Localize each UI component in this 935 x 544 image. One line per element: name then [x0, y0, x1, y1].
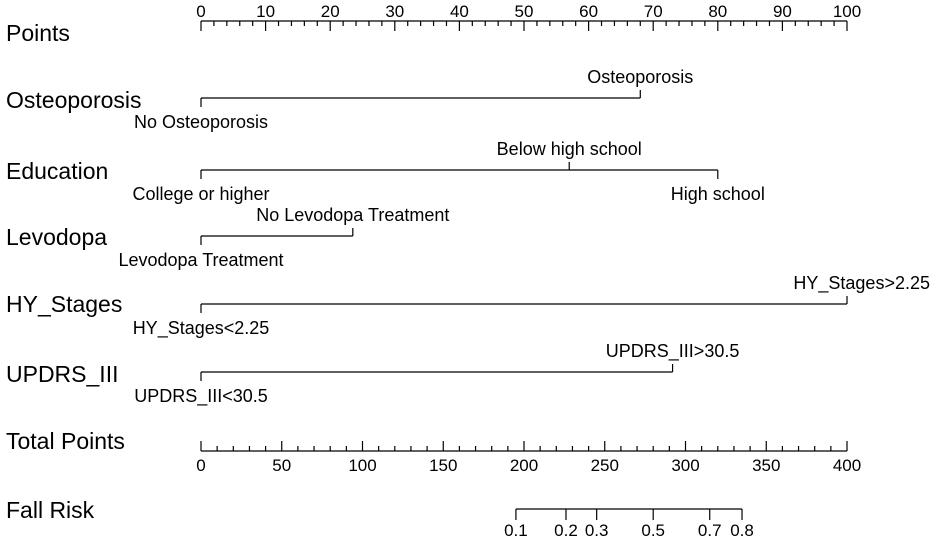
points-axis: Points 0 10 20 30 40 50 60 70 80 90 100: [6, 2, 861, 46]
predictor-row-updrs-iii: UPDRS_III UPDRS_III<30.5 UPDRS_III>30.5: [6, 341, 739, 407]
level-label-below-high-school: Below high school: [497, 139, 642, 159]
total-points-tick-label: 200: [510, 456, 538, 475]
fall-risk-axis-marks: 0.1 0.2 0.3 0.5 0.7 0.8: [504, 508, 754, 540]
fall-risk-tick-label: 0.3: [585, 521, 609, 540]
points-tick-label: 0: [196, 2, 205, 21]
level-label-no-osteoporosis: No Osteoporosis: [134, 112, 268, 132]
points-tick-label: 80: [708, 2, 727, 21]
points-tick-label: 100: [833, 2, 861, 21]
levodopa-label: Levodopa: [6, 224, 107, 250]
predictor-row-education: Education College or higher Below high sc…: [6, 139, 765, 204]
total-points-tick-label: 150: [429, 456, 457, 475]
osteoporosis-scale: No Osteoporosis Osteoporosis: [134, 67, 693, 132]
hy-stages-scale: HY_Stages<2.25 HY_Stages>2.25: [133, 273, 930, 339]
points-tick-label: 40: [450, 2, 469, 21]
level-label-no-levodopa-treatment: No Levodopa Treatment: [256, 205, 449, 225]
fall-risk-tick-label: 0.5: [641, 521, 665, 540]
total-points-axis-label: Total Points: [6, 428, 125, 454]
total-points-tick-label: 400: [833, 456, 861, 475]
points-tick-label: 50: [515, 2, 534, 21]
total-points-tick-label: 50: [272, 456, 291, 475]
fall-risk-axis-label: Fall Risk: [6, 497, 95, 523]
points-tick-label: 60: [579, 2, 598, 21]
total-points-tick-label: 0: [196, 456, 205, 475]
level-label-hy-stages-2-25: HY_Stages<2.25: [133, 318, 270, 339]
level-label-osteoporosis: Osteoporosis: [587, 67, 693, 87]
points-tick-label: 90: [773, 2, 792, 21]
education-label: Education: [6, 158, 108, 184]
levodopa-scale: Levodopa Treatment No Levodopa Treatment: [118, 205, 449, 270]
level-label-college-or-higher: College or higher: [132, 184, 269, 204]
fall-risk-axis: Fall Risk 0.1 0.2 0.3 0.5 0.7 0.8: [6, 497, 754, 540]
level-label-updrs-iii-30-5: UPDRS_III>30.5: [606, 341, 740, 362]
points-axis-label: Points: [6, 20, 70, 46]
points-tick-label: 70: [644, 2, 663, 21]
total-points-tick-label: 100: [348, 456, 376, 475]
level-label-updrs-iii-30-5: UPDRS_III<30.5: [134, 386, 268, 407]
fall-risk-tick-label: 0.8: [730, 521, 754, 540]
fall-risk-tick-label: 0.7: [698, 521, 722, 540]
level-label-high-school: High school: [671, 184, 765, 204]
updrs-iii-scale: UPDRS_III<30.5 UPDRS_III>30.5: [134, 341, 739, 407]
predictor-row-hy-stages: HY_Stages HY_Stages<2.25 HY_Stages>2.25: [6, 273, 930, 339]
updrs-iii-label: UPDRS_III: [6, 361, 118, 387]
total-points-tick-label: 300: [671, 456, 699, 475]
points-tick-label: 30: [385, 2, 404, 21]
level-label-hy-stages-2-25: HY_Stages>2.25: [793, 273, 930, 294]
points-tick-label: 20: [321, 2, 340, 21]
level-label-levodopa-treatment: Levodopa Treatment: [118, 250, 283, 270]
total-points-tick-label: 250: [591, 456, 619, 475]
points-tick-label: 10: [256, 2, 275, 21]
predictor-row-levodopa: Levodopa Levodopa Treatment No Levodopa T…: [6, 205, 449, 270]
fall-risk-tick-label: 0.2: [554, 521, 578, 540]
total-points-axis: Total Points 0 50 100 150 200 250 300 350 400: [6, 428, 861, 475]
total-points-tick-label: 350: [752, 456, 780, 475]
fall-risk-tick-label: 0.1: [504, 521, 528, 540]
points-axis-marks: 0 10 20 30 40 50 60 70 80 90 100: [196, 2, 861, 31]
total-points-axis-marks: 0 50 100 150 200 250 300 350 400: [196, 441, 861, 475]
education-scale: College or higher Below high school High s…: [132, 139, 764, 204]
osteoporosis-label: Osteoporosis: [6, 87, 142, 113]
hy-stages-label: HY_Stages: [6, 291, 122, 317]
